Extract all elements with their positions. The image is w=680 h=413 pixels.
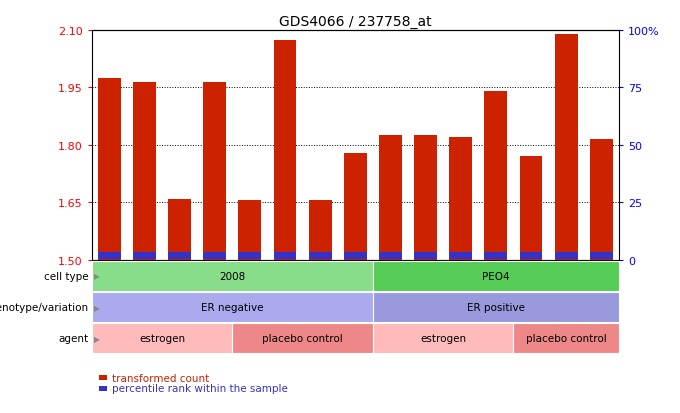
Bar xyxy=(414,252,437,259)
Text: cell type: cell type xyxy=(44,271,88,281)
Text: percentile rank within the sample: percentile rank within the sample xyxy=(112,383,288,393)
Bar xyxy=(98,252,121,259)
Bar xyxy=(520,252,543,259)
Bar xyxy=(414,136,437,260)
Text: ▶: ▶ xyxy=(94,272,100,281)
Text: placebo control: placebo control xyxy=(262,333,343,343)
Bar xyxy=(484,252,507,259)
Text: ER negative: ER negative xyxy=(201,302,264,312)
Bar xyxy=(133,83,156,260)
Text: transformed count: transformed count xyxy=(112,373,209,383)
Bar xyxy=(344,252,367,259)
Bar xyxy=(273,252,296,259)
Bar xyxy=(309,201,332,260)
Bar xyxy=(484,92,507,260)
Bar xyxy=(203,83,226,260)
Bar xyxy=(379,252,402,259)
Bar xyxy=(449,252,472,259)
Bar xyxy=(168,199,191,260)
Text: PEO4: PEO4 xyxy=(482,271,509,281)
Text: ER positive: ER positive xyxy=(467,302,525,312)
Bar xyxy=(98,79,121,260)
Bar xyxy=(590,252,613,259)
Text: ▶: ▶ xyxy=(94,334,100,343)
Bar xyxy=(520,157,543,260)
Bar xyxy=(239,201,261,260)
Text: estrogen: estrogen xyxy=(139,333,185,343)
Bar xyxy=(168,252,191,259)
Bar xyxy=(309,252,332,259)
Bar xyxy=(133,252,156,259)
Bar xyxy=(590,140,613,260)
Text: placebo control: placebo control xyxy=(526,333,607,343)
Bar xyxy=(379,136,402,260)
Text: estrogen: estrogen xyxy=(420,333,466,343)
Bar xyxy=(273,40,296,260)
Bar xyxy=(449,138,472,260)
Text: ▶: ▶ xyxy=(94,303,100,312)
Title: GDS4066 / 237758_at: GDS4066 / 237758_at xyxy=(279,14,432,28)
Text: agent: agent xyxy=(58,333,88,343)
Bar xyxy=(344,153,367,260)
Text: 2008: 2008 xyxy=(219,271,245,281)
Bar xyxy=(239,252,261,259)
Bar xyxy=(555,35,577,260)
Bar xyxy=(555,252,577,259)
Bar xyxy=(203,252,226,259)
Text: genotype/variation: genotype/variation xyxy=(0,302,88,312)
